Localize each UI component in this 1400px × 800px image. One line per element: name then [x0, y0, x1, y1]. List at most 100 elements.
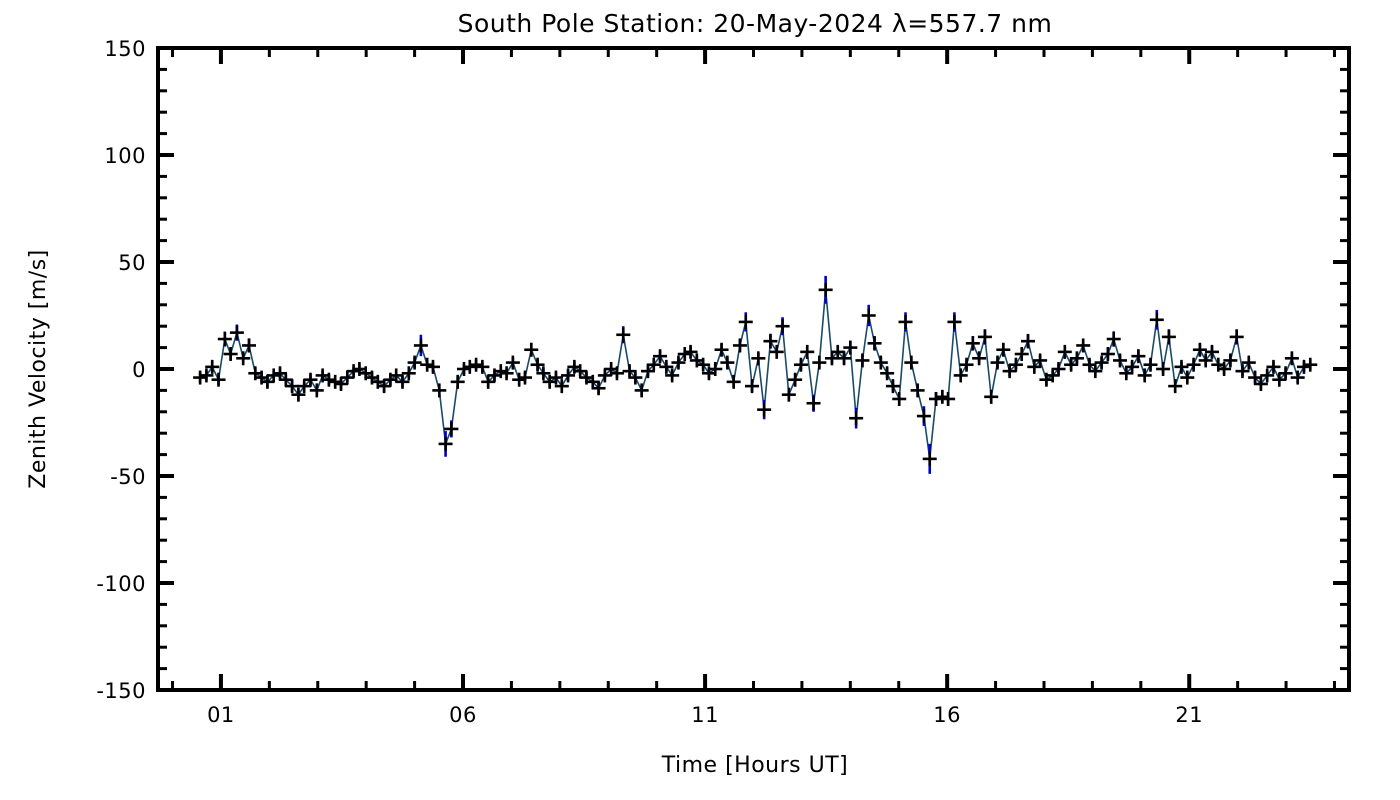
- data-point-marker: [1303, 357, 1318, 372]
- data-point-marker: [885, 379, 900, 394]
- data-point-marker: [714, 342, 729, 357]
- data-point-marker: [922, 451, 937, 466]
- data-point-marker: [996, 342, 1011, 357]
- data-point-marker: [1094, 355, 1109, 370]
- data-point-marker: [285, 379, 300, 394]
- data-point-marker: [726, 374, 741, 389]
- data-point-marker: [536, 366, 551, 381]
- data-point-marker: [193, 370, 208, 385]
- data-point-marker: [1296, 359, 1311, 374]
- data-point-marker: [849, 411, 864, 426]
- data-point-marker: [561, 368, 576, 383]
- data-point-marker: [401, 366, 416, 381]
- data-point-marker: [708, 362, 723, 376]
- data-point-marker: [291, 387, 306, 402]
- y-axis-label: Zenith Velocity [m/s]: [26, 249, 51, 489]
- data-point-marker: [972, 351, 987, 366]
- data-point-marker: [904, 355, 919, 370]
- data-point-marker: [800, 344, 815, 359]
- x-tick-label: 21: [1175, 703, 1203, 727]
- data-point-marker: [1106, 332, 1121, 347]
- data-point-marker: [548, 370, 563, 385]
- data-point-marker: [1186, 357, 1201, 372]
- data-point-marker: [609, 366, 624, 381]
- data-point-marker: [616, 327, 631, 342]
- data-point-marker: [867, 336, 882, 351]
- x-axis-label: Time [Hours UT]: [661, 753, 849, 778]
- data-point-marker: [653, 349, 668, 364]
- data-point-marker: [309, 383, 324, 398]
- y-tick-label: 150: [104, 37, 146, 61]
- data-point-marker: [812, 355, 827, 370]
- data-point-marker: [659, 359, 674, 374]
- data-point-marker: [665, 368, 680, 383]
- data-point-marker: [1131, 349, 1146, 364]
- y-tick-label: 100: [104, 144, 146, 168]
- data-point-marker: [469, 357, 484, 372]
- data-point-marker: [499, 366, 514, 381]
- data-point-marker: [1290, 370, 1305, 385]
- data-point-marker: [444, 421, 459, 436]
- x-axis-ticks: [171, 48, 1336, 690]
- data-point-marker: [266, 368, 281, 383]
- data-point-marker: [223, 347, 238, 362]
- data-point-marker: [211, 372, 226, 387]
- data-point-marker: [1174, 359, 1189, 374]
- data-point-marker: [377, 379, 392, 394]
- data-point-marker: [1100, 347, 1115, 362]
- data-point-marker: [1253, 376, 1268, 391]
- data-point-marker: [910, 383, 925, 398]
- data-point-marker: [475, 359, 490, 374]
- data-point-marker: [505, 355, 520, 370]
- data-point-marker: [929, 391, 944, 406]
- data-point-marker: [389, 368, 404, 383]
- data-point-marker: [941, 391, 956, 406]
- data-point-marker: [395, 374, 410, 389]
- data-point-marker: [1223, 353, 1238, 368]
- data-point-marker: [843, 340, 858, 355]
- data-point-marker: [720, 355, 735, 370]
- data-point-marker: [769, 344, 784, 359]
- data-point-marker: [517, 370, 532, 385]
- data-point-marker: [880, 366, 895, 381]
- data-point-marker: [1021, 334, 1036, 349]
- data-point-marker: [1076, 338, 1091, 353]
- data-point-marker: [1088, 364, 1103, 379]
- data-point-marker: [628, 370, 643, 385]
- data-point-marker: [1137, 368, 1152, 383]
- data-point-marker: [947, 314, 962, 329]
- data-point-marker: [892, 391, 907, 406]
- data-point-marker: [1198, 353, 1213, 368]
- data-point-marker: [775, 319, 790, 334]
- data-point-marker: [1272, 372, 1287, 387]
- x-tick-label: 06: [449, 703, 477, 727]
- data-point-marker: [530, 357, 545, 372]
- data-point-marker: [432, 383, 447, 398]
- data-point-marker: [977, 329, 992, 344]
- data-point-marker: [303, 372, 318, 387]
- data-point-marker: [818, 282, 833, 297]
- data-point-marker: [745, 379, 760, 394]
- data-point-marker: [1266, 359, 1281, 374]
- data-point-marker: [732, 338, 747, 353]
- data-point-marker: [591, 381, 606, 396]
- data-point-marker: [751, 351, 766, 366]
- data-point-marker: [407, 355, 422, 370]
- data-point-marker: [738, 314, 753, 329]
- data-point-marker: [1149, 312, 1164, 327]
- data-point-marker: [1260, 368, 1275, 383]
- data-point-marker: [450, 374, 465, 389]
- data-point-marker: [1284, 351, 1299, 366]
- data-point-marker: [236, 351, 251, 366]
- data-point-marker: [413, 338, 428, 353]
- data-point-marker: [763, 334, 778, 349]
- data-point-marker: [205, 359, 220, 374]
- data-point-marker: [199, 368, 214, 383]
- data-point-marker: [873, 355, 888, 370]
- data-point-marker: [1014, 347, 1029, 362]
- x-tick-label: 01: [207, 703, 235, 727]
- data-point-marker: [634, 383, 649, 398]
- data-point-marker: [855, 353, 870, 368]
